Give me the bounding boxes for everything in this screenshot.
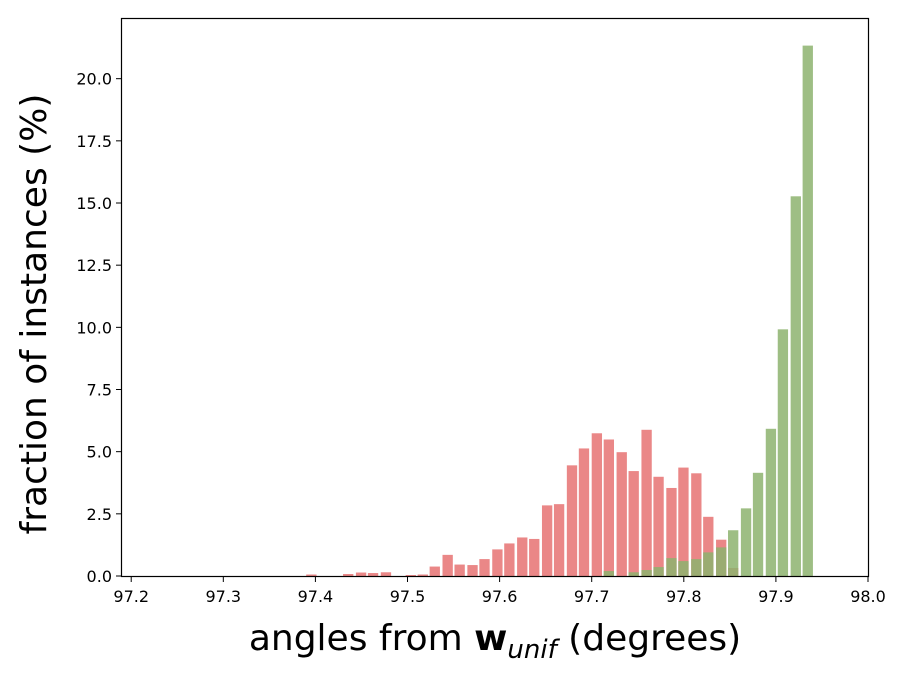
histogram-bar-series-1-19 — [566, 465, 578, 576]
histogram-bar-series-1-24 — [628, 471, 639, 576]
histogram-bar-series-1-11 — [467, 565, 478, 576]
y-axis-ticks: 0.0 2.5 5.0 7.5 10.0 12.5 15.0 17.5 20.0 — [76, 70, 122, 586]
histogram-bar-series-2-16 — [802, 45, 813, 577]
histogram-bar-series-1-20 — [578, 448, 590, 576]
x-tick-label: 97.8 — [666, 587, 702, 606]
x-axis-ticks: 97.2 97.3 97.4 97.5 97.6 97.7 97.8 97.9 98.0 — [113, 576, 886, 606]
histogram-bar-series-2-4 — [653, 567, 664, 576]
histogram-bar-series-2-14 — [777, 329, 789, 576]
histogram-bar-series-1-17 — [541, 505, 553, 576]
histogram-bar-series-1-30 — [703, 516, 714, 576]
x-axis-title: angles from wunif (degrees) — [249, 618, 741, 665]
y-tick-label: 2.5 — [87, 505, 112, 524]
histogram-bar-series-1-3 — [355, 572, 367, 576]
histogram-bar-series-1-22 — [603, 439, 614, 576]
histogram-bar-series-2-2 — [628, 572, 639, 576]
histogram-bar-series-1-27 — [666, 487, 677, 576]
histogram-bar-series-1-29 — [691, 473, 702, 576]
histogram-bar-series-1-15 — [517, 537, 528, 576]
histogram-bar-series-1-28 — [678, 467, 689, 576]
histogram-bar-series-1-26 — [653, 476, 664, 576]
histogram-bar-series-1-21 — [591, 433, 603, 576]
histogram-bar-series-2-7 — [691, 559, 702, 576]
y-tick-label: 12.5 — [76, 256, 112, 275]
histogram-bar-series-1-23 — [616, 452, 627, 576]
histogram-bar-series-1-7 — [417, 574, 428, 576]
x-tick-label: 97.4 — [298, 587, 334, 606]
histogram-bar-series-2-1 — [603, 571, 614, 576]
histogram-bar-series-2-3 — [641, 570, 652, 576]
histogram-bar-series-2-10 — [728, 530, 739, 576]
x-tick-label: 97.3 — [205, 587, 241, 606]
y-tick-label: 0.0 — [87, 567, 112, 586]
histogram-bar-series-2-12 — [752, 472, 764, 576]
x-tick-label: 97.9 — [758, 587, 794, 606]
histogram-bar-series-2-8 — [703, 552, 714, 576]
y-tick-label: 7.5 — [87, 381, 112, 400]
plot-frame — [120, 17, 870, 578]
histogram-bar-series-1-4 — [367, 573, 379, 576]
histogram-bar-series-1-14 — [504, 543, 515, 576]
histogram-bar-series-1-8 — [429, 566, 440, 576]
histogram-bar-series-1-6 — [405, 575, 416, 576]
histogram-bar-series-1-13 — [492, 549, 503, 576]
histogram-bar-series-1-5 — [380, 572, 392, 576]
y-tick-label: 5.0 — [87, 443, 112, 462]
x-tick-label: 97.6 — [482, 587, 518, 606]
y-tick-label: 20.0 — [76, 70, 112, 89]
histogram-bar-series-1-2 — [343, 574, 354, 576]
y-tick-label: 10.0 — [76, 318, 112, 337]
histogram-bar-series-1-16 — [529, 538, 540, 576]
y-tick-label: 17.5 — [76, 132, 112, 151]
x-tick-label: 97.2 — [113, 587, 149, 606]
histogram-bar-series-2-15 — [790, 196, 801, 577]
histogram-bar-series-2-9 — [716, 547, 727, 576]
x-tick-label: 97.5 — [390, 587, 426, 606]
histogram-bar-series-2-5 — [666, 558, 677, 576]
y-tick-label: 15.0 — [76, 194, 112, 213]
histogram-bar-series-1-18 — [553, 504, 565, 576]
y-axis-title: fraction of instances (%) — [14, 94, 55, 535]
histogram-bar-series-1-25 — [641, 429, 652, 576]
histogram-bar-series-1-12 — [479, 559, 490, 576]
histogram-bar-series-2-11 — [740, 508, 752, 576]
histogram-bar-series-2-6 — [678, 561, 689, 576]
histogram-bar-series-1-10 — [454, 564, 465, 576]
histogram-bar-series-1-9 — [442, 554, 453, 576]
x-tick-label: 98.0 — [850, 587, 886, 606]
x-tick-label: 97.7 — [574, 587, 610, 606]
histogram-bar-series-1-1 — [306, 574, 317, 576]
plot-bars — [306, 45, 813, 577]
histogram-bar-series-2-13 — [765, 428, 777, 576]
